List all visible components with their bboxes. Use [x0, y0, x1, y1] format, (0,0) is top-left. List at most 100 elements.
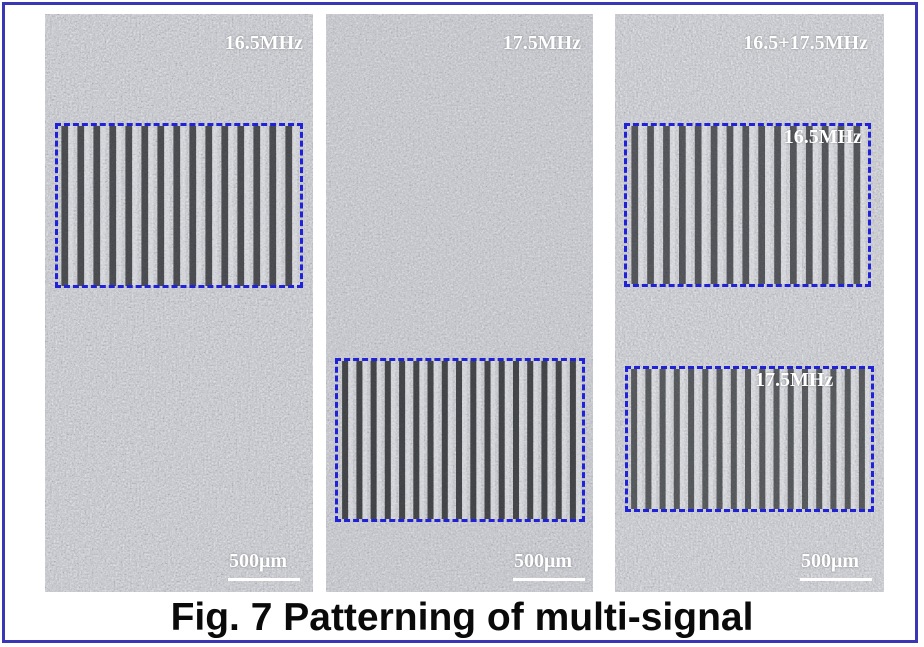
stripe-pattern: [631, 126, 866, 284]
pattern-stripe: [710, 126, 718, 284]
pattern-gap: [654, 126, 660, 284]
scale-label: 500μm: [229, 550, 287, 572]
micrograph-panel-17-5mhz: 17.5MHz 500μm: [326, 14, 593, 592]
pattern-gap: [836, 369, 842, 509]
pattern-gap: [813, 126, 818, 284]
pattern-stripe: [787, 369, 794, 509]
pattern-gap: [505, 361, 510, 519]
pattern-gap: [851, 369, 856, 509]
pattern-gap: [808, 369, 813, 509]
pattern-stripe: [659, 369, 666, 509]
pattern-stripe: [221, 126, 229, 286]
pattern-gap: [651, 369, 657, 509]
pattern-region-box: [335, 358, 585, 522]
pattern-stripe: [802, 369, 808, 509]
pattern-stripe: [663, 126, 670, 284]
pattern-stripe: [456, 361, 462, 519]
pattern-gap: [519, 361, 524, 519]
pattern-gap: [434, 361, 439, 519]
scale-bar: [513, 578, 585, 581]
pattern-gap: [405, 361, 410, 519]
pattern-gap: [116, 126, 122, 286]
pattern-stripe: [384, 361, 391, 519]
pattern-gap: [666, 369, 671, 509]
pattern-gap: [737, 369, 742, 509]
pattern-stripe: [205, 126, 213, 286]
speckle-texture: [326, 14, 593, 592]
pattern-stripe: [745, 369, 751, 509]
pattern-gap: [164, 126, 170, 286]
pattern-gap: [638, 126, 644, 284]
pattern-region-box: [625, 366, 874, 512]
pattern-region-box: [55, 123, 303, 288]
pattern-stripe: [702, 369, 709, 509]
pattern-stripe: [253, 126, 261, 286]
stripe-pattern: [342, 361, 581, 519]
pattern-stripe: [858, 369, 865, 509]
stripe-pattern: [61, 126, 298, 286]
pattern-stripe: [470, 361, 477, 519]
pattern-gap: [822, 369, 827, 509]
pattern-stripe: [759, 369, 766, 509]
pattern-region-box: [624, 123, 871, 287]
pattern-gap: [702, 126, 707, 284]
pattern-gap: [448, 361, 453, 519]
frequency-label: 16.5+17.5MHz: [743, 32, 868, 54]
pattern-gap: [547, 361, 553, 519]
pattern-stripe: [109, 126, 117, 286]
pattern-stripe: [742, 126, 750, 284]
pattern-gap: [865, 369, 870, 509]
pattern-stripe: [774, 126, 781, 284]
pattern-gap: [749, 126, 755, 284]
pattern-stripe: [844, 369, 851, 509]
pattern-stripe: [173, 126, 181, 286]
pattern-stripe: [790, 126, 797, 284]
pattern-gap: [717, 126, 723, 284]
scale-label: 500μm: [514, 550, 572, 572]
pattern-gap: [292, 126, 298, 286]
pattern-gap: [844, 126, 850, 284]
box-label: 17.5MHz: [755, 369, 834, 391]
pattern-stripe: [730, 369, 737, 509]
pattern-stripe: [441, 361, 448, 519]
pattern-stripe: [356, 361, 363, 519]
pattern-gap: [533, 361, 538, 519]
pattern-stripe: [679, 126, 686, 284]
pattern-gap: [377, 361, 382, 519]
pattern-stripe: [513, 361, 519, 519]
pattern-stripe: [837, 126, 845, 284]
pattern-stripe: [805, 126, 813, 284]
pattern-gap: [362, 361, 368, 519]
scale-bar: [800, 578, 872, 581]
pattern-gap: [462, 361, 467, 519]
pattern-stripe: [77, 126, 85, 286]
pattern-stripe: [285, 126, 293, 286]
pattern-gap: [132, 126, 138, 286]
pattern-stripe: [237, 126, 245, 286]
pattern-stripe: [399, 361, 406, 519]
pattern-stripe: [821, 126, 829, 284]
pattern-stripe: [645, 369, 652, 509]
pattern-stripe: [93, 126, 101, 286]
pattern-stripe: [370, 361, 377, 519]
pattern-gap: [100, 126, 106, 286]
pattern-gap: [276, 126, 282, 286]
pattern-stripe: [189, 126, 197, 286]
pattern-gap: [196, 126, 202, 286]
pattern-gap: [797, 126, 802, 284]
pattern-gap: [751, 369, 756, 509]
pattern-stripe: [141, 126, 149, 286]
pattern-stripe: [773, 369, 780, 509]
pattern-stripe: [853, 126, 861, 284]
pattern-gap: [686, 126, 691, 284]
pattern-stripe: [673, 369, 680, 509]
pattern-gap: [84, 126, 90, 286]
pattern-stripe: [631, 369, 638, 509]
pattern-stripe: [555, 361, 562, 519]
pattern-gap: [708, 369, 713, 509]
pattern-gap: [781, 126, 787, 284]
pattern-stripe: [631, 126, 639, 284]
pattern-stripe: [269, 126, 277, 286]
pattern-gap: [244, 126, 250, 286]
pattern-gap: [765, 369, 770, 509]
